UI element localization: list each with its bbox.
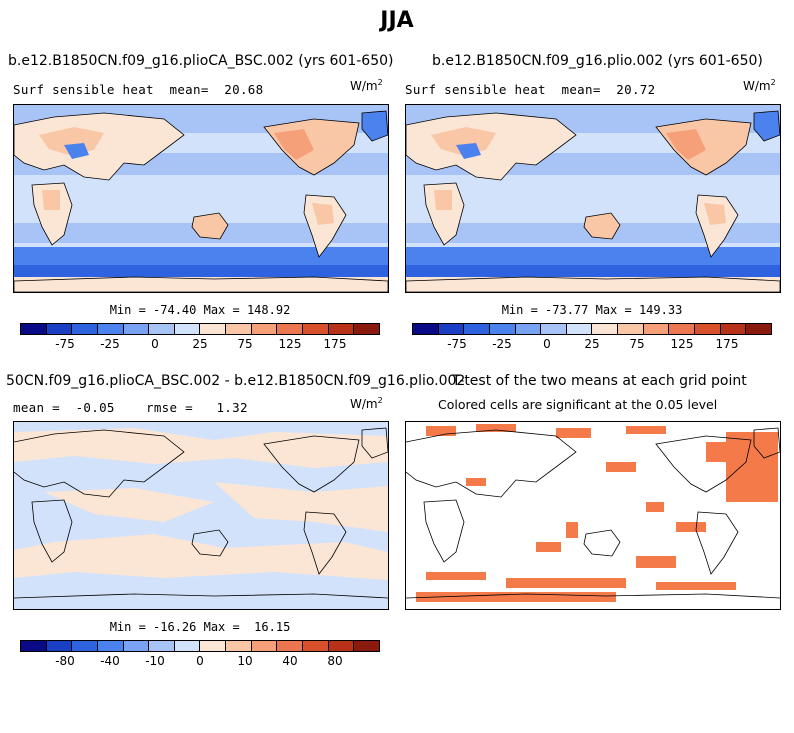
colorbar-1-swatches — [20, 323, 380, 335]
colorbar-swatch — [200, 641, 227, 651]
colorbar-2: -75 -25 0 25 75 125 175 — [412, 323, 772, 351]
colorbar-2-swatches — [412, 323, 772, 335]
colorbar-swatch — [149, 324, 175, 334]
colorbar-swatch — [354, 641, 379, 651]
colorbar-swatch — [21, 641, 47, 651]
colorbar-3-swatches — [20, 640, 380, 652]
colorbar-swatch — [72, 324, 98, 334]
colorbar-3-tick: -80 — [55, 654, 75, 668]
colorbar-1-tick: 75 — [237, 337, 253, 351]
panel-1-stats: Min = -74.40 Max = 148.92 — [109, 303, 291, 317]
panel-3-units: W/m2 — [350, 396, 383, 411]
colorbar-swatch — [541, 324, 567, 334]
colorbar-swatch — [303, 324, 329, 334]
colorbar-1: -75 -25 0 25 75 125 175 — [20, 323, 380, 351]
panel-3-map — [13, 421, 389, 610]
colorbar-1-tick: -25 — [100, 337, 120, 351]
colorbar-3-tick: 40 — [282, 654, 298, 668]
colorbar-1-tick: 125 — [278, 337, 302, 351]
colorbar-swatch — [464, 324, 490, 334]
colorbar-3-tick: -40 — [100, 654, 120, 668]
colorbar-swatch — [669, 324, 696, 334]
colorbar-3: -80 -40 -10 0 10 40 80 — [20, 640, 380, 668]
colorbar-swatch — [328, 324, 355, 334]
colorbar-3-tick: 10 — [237, 654, 253, 668]
panel-2-map — [405, 104, 781, 293]
panel-1-units: W/m2 — [350, 78, 383, 93]
colorbar-swatch — [46, 324, 73, 334]
antarctica-land — [14, 276, 388, 292]
colorbar-swatch — [21, 324, 47, 334]
colorbar-swatch — [174, 641, 201, 651]
colorbar-swatch — [251, 641, 278, 651]
panel-1-map — [13, 104, 389, 293]
panel-2-title: b.e12.B1850CN.f09_g16.plio.002 (yrs 601-… — [432, 53, 763, 69]
colorbar-1-tick: 0 — [151, 337, 159, 351]
colorbar-2-tick: 75 — [629, 337, 645, 351]
panel-4-title: T-test of the two means at each grid poi… — [452, 373, 747, 389]
colorbar-swatch — [515, 324, 542, 334]
australia-land — [191, 212, 229, 240]
panel-4-subtitle: Colored cells are significant at the 0.0… — [438, 397, 718, 412]
panel-1-title: b.e12.B1850CN.f09_g16.plioCA_BSC.002 (yr… — [8, 53, 394, 69]
colorbar-swatch — [303, 641, 329, 651]
colorbar-swatch — [328, 641, 355, 651]
colorbar-3-tick: 80 — [327, 654, 343, 668]
africa-land — [31, 182, 73, 246]
panel-3-subtitle: mean = -0.05 rmse = 1.32 — [13, 400, 248, 415]
main-title: JJA — [380, 8, 414, 33]
colorbar-swatch — [566, 324, 593, 334]
colorbar-2-tick: -25 — [492, 337, 512, 351]
panel-2-stats: Min = -73.77 Max = 149.33 — [501, 303, 683, 317]
eurasia-land — [14, 112, 185, 181]
colorbar-swatch — [746, 324, 771, 334]
colorbar-2-ticks: -75 -25 0 25 75 125 175 — [412, 335, 772, 351]
colorbar-2-tick: -75 — [447, 337, 467, 351]
colorbar-swatch — [149, 641, 175, 651]
colorbar-swatch — [200, 324, 227, 334]
colorbar-swatch — [695, 324, 721, 334]
colorbar-swatch — [123, 641, 150, 651]
colorbar-swatch — [72, 641, 98, 651]
colorbar-swatch — [123, 324, 150, 334]
colorbar-2-tick: 25 — [584, 337, 600, 351]
colorbar-swatch — [251, 324, 278, 334]
colorbar-1-tick: 175 — [323, 337, 347, 351]
colorbar-swatch — [720, 324, 747, 334]
colorbar-1-tick: 25 — [192, 337, 208, 351]
colorbar-swatch — [618, 324, 644, 334]
colorbar-swatch — [489, 324, 516, 334]
colorbar-1-tick: -75 — [55, 337, 75, 351]
colorbar-swatch — [46, 641, 73, 651]
colorbar-swatch — [174, 324, 201, 334]
colorbar-1-ticks: -75 -25 0 25 75 125 175 — [20, 335, 380, 351]
colorbar-swatch — [277, 324, 304, 334]
colorbar-3-tick: -10 — [145, 654, 165, 668]
colorbar-swatch — [413, 324, 439, 334]
colorbar-2-tick: 0 — [543, 337, 551, 351]
colorbar-2-tick: 125 — [670, 337, 694, 351]
colorbar-2-tick: 175 — [715, 337, 739, 351]
panel-3-title: 50CN.f09_g16.plioCA_BSC.002 - b.e12.B185… — [6, 373, 466, 389]
colorbar-swatch — [438, 324, 465, 334]
colorbar-swatch — [226, 324, 252, 334]
colorbar-swatch — [354, 324, 379, 334]
colorbar-3-tick: 0 — [196, 654, 204, 668]
colorbar-swatch — [97, 324, 124, 334]
greenland-land — [361, 110, 388, 142]
panel-3-stats: Min = -16.26 Max = 16.15 — [109, 620, 291, 634]
panel-2-subtitle: Surf sensible heat mean= 20.72 — [405, 82, 656, 97]
panel-1-subtitle: Surf sensible heat mean= 20.68 — [13, 82, 264, 97]
colorbar-swatch — [226, 641, 252, 651]
colorbar-swatch — [277, 641, 304, 651]
colorbar-swatch — [97, 641, 124, 651]
panel-2-units: W/m2 — [743, 78, 776, 93]
colorbar-swatch — [592, 324, 619, 334]
colorbar-swatch — [643, 324, 670, 334]
panel-4-map — [405, 421, 781, 610]
colorbar-3-ticks: -80 -40 -10 0 10 40 80 — [20, 652, 380, 668]
significance-patches — [416, 424, 778, 602]
